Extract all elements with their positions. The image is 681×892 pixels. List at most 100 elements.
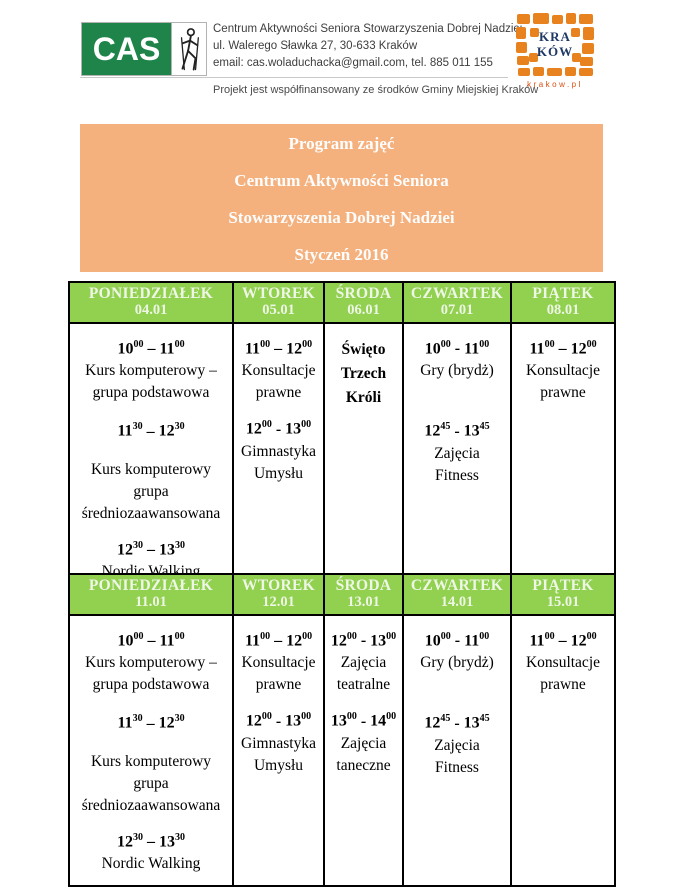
krakow-url-caption: krakow.pl — [527, 80, 583, 89]
schedule-entry: 1245-1345 Zajęcia Fitness — [406, 708, 508, 778]
activity-line: Zajęcia — [340, 734, 387, 752]
table-row: 1000–1100 Kurs komputerowy – grupa podst… — [68, 322, 616, 595]
schedule-table-week2: PONIEDZIAŁEK 11.01 WTOREK 12.01 ŚRODA 13.01… — [68, 573, 616, 887]
activity-line: Kurs komputerowy – — [85, 654, 217, 672]
activity-line: grupa — [133, 482, 169, 500]
schedule-entry: 1000–1100 Kurs komputerowy – grupa podst… — [72, 334, 230, 404]
time-range: 1100–1200 — [244, 339, 313, 358]
schedule-entry: 1100–1200 Konsultacje prawne — [514, 334, 612, 404]
schedule-entry: 1000-1100 Gry (brydż) — [406, 626, 508, 674]
activity-line: Umysłu — [253, 464, 304, 482]
activity-line: grupa podstawowa — [92, 676, 210, 694]
activity-line: Fitness — [435, 758, 479, 776]
title-line: Program zajęć — [288, 134, 395, 153]
activity-line: grupa podstawowa — [92, 384, 210, 402]
time-range: 1000-1100 — [424, 631, 490, 650]
activity-line: prawne — [540, 384, 586, 402]
time-range: 1000-1100 — [424, 339, 490, 358]
time-range: 1200-1300 — [245, 419, 312, 438]
activity-line: średniozaawansowana — [81, 796, 221, 814]
activity-line: Konsultacje — [241, 362, 316, 380]
time-range: 1000–1100 — [117, 339, 185, 358]
day-header-friday: PIĄTEK 08.01 — [510, 281, 616, 324]
cas-logo-text: CAS — [82, 23, 171, 75]
activity-line: prawne — [255, 384, 302, 402]
activity-line: Konsultacje — [241, 654, 316, 672]
activity-line: teatralne — [336, 676, 391, 694]
time-range: 1130–1230 — [117, 421, 185, 440]
activity-line: Święto — [341, 341, 386, 358]
day-header-thursday: CZWARTEK 14.01 — [402, 573, 512, 616]
activity-line: Konsultacje — [525, 654, 601, 672]
activity-line: Konsultacje — [525, 362, 601, 380]
header-divider — [80, 77, 508, 78]
schedule-cell-wednesday: 1200-1300 Zajęcia teatralne 1300-1400 Za… — [323, 614, 404, 887]
activity-line: Kurs komputerowy — [90, 460, 212, 478]
activity-line: Kurs komputerowy — [90, 752, 212, 770]
activity-line: Zajęcia — [340, 654, 387, 672]
time-range: 1200-1300 — [330, 631, 397, 650]
time-range: 1100–1200 — [529, 339, 597, 358]
time-range: 1245-1345 — [424, 421, 490, 440]
activity-line: Trzech — [340, 365, 387, 382]
time-range: 1230–1330 — [117, 831, 185, 850]
activity-line: prawne — [255, 676, 302, 694]
schedule-cell-thursday: 1000-1100 Gry (brydż) 1245-1345 Zajęcia … — [402, 614, 512, 887]
time-range: 1100–1200 — [529, 631, 597, 650]
day-header-friday: PIĄTEK 15.01 — [510, 573, 616, 616]
day-header-monday: PONIEDZIAŁEK 04.01 — [68, 281, 234, 324]
org-contact: email: cas.woladuchacka@gmail.com, tel. … — [213, 57, 493, 69]
krakow-logo-text: KRA KÓW — [536, 29, 574, 59]
table-row: 1000–1100 Kurs komputerowy – grupa podst… — [68, 614, 616, 887]
schedule-entry: 1130–1230 Kurs komputerowy grupa średnio… — [72, 708, 230, 816]
org-address: ul. Walerego Sławka 27, 30-633 Kraków — [213, 40, 418, 52]
time-range: 1245-1345 — [424, 713, 490, 732]
schedule-cell-monday: 1000–1100 Kurs komputerowy – grupa podst… — [68, 322, 234, 595]
activity-line: Gry (brydż) — [420, 362, 494, 380]
time-range: 1130–1230 — [117, 713, 185, 732]
title-line: Centrum Aktywności Seniora — [234, 171, 449, 190]
krakow-mosaic-icon: KRA KÓW — [515, 13, 595, 77]
title-line: Stowarzyszenia Dobrej Nadziei — [228, 208, 455, 227]
activity-line: Kurs komputerowy – — [85, 362, 217, 380]
schedule-entry: 1100–1200 Konsultacje prawne — [236, 334, 321, 404]
schedule-entry: 1200-1300 Gimnastyka Umysłu — [236, 706, 321, 776]
activity-line: Gimnastyka — [241, 442, 316, 460]
cas-logo: CAS — [81, 22, 207, 76]
day-header-wednesday: ŚRODA 06.01 — [323, 281, 404, 324]
schedule-entry: 1000–1100 Kurs komputerowy – grupa podst… — [72, 626, 230, 696]
activity-line: grupa — [133, 774, 169, 792]
schedule-cell-wednesday: Święto Trzech Króli — [323, 322, 404, 595]
org-name: Centrum Aktywności Seniora Stowarzyszeni… — [213, 23, 523, 35]
time-range: 1100–1200 — [244, 631, 313, 650]
schedule-entry: 1230–1330 Nordic Walking — [72, 827, 230, 875]
schedule-entry: 1245-1345 Zajęcia Fitness — [406, 416, 508, 486]
funding-note: Projekt jest współfinansowany ze środków… — [213, 84, 539, 96]
time-range: 1000–1100 — [117, 631, 185, 650]
schedule-entry: 1300-1400 Zajęcia taneczne — [327, 706, 400, 776]
day-header-wednesday: ŚRODA 13.01 — [323, 573, 404, 616]
schedule-entry: 1200-1300 Gimnastyka Umysłu — [236, 414, 321, 484]
time-range: 1230–1330 — [117, 539, 185, 558]
schedule-entry: 1130–1230 Kurs komputerowy grupa średnio… — [72, 416, 230, 524]
activity-line: Fitness — [435, 466, 479, 484]
activity-line: Zajęcia — [434, 444, 480, 462]
schedule-entry: 1000-1100 Gry (brydż) — [406, 334, 508, 382]
day-header-monday: PONIEDZIAŁEK 11.01 — [68, 573, 234, 616]
activity-line: Króli — [345, 389, 382, 406]
time-range: 1200-1300 — [245, 711, 312, 730]
activity-line: prawne — [540, 676, 586, 694]
krakow-logo: KRA KÓW krakow.pl — [513, 13, 597, 89]
holiday-entry: Święto Trzech Króli — [327, 338, 400, 410]
title-banner: Program zajęć Centrum Aktywności Seniora… — [80, 124, 603, 272]
activity-line: Gry (brydż) — [420, 654, 494, 672]
schedule-cell-friday: 1100–1200 Konsultacje prawne — [510, 322, 616, 595]
schedule-cell-tuesday: 1100–1200 Konsultacje prawne 1200-1300 G… — [232, 322, 325, 595]
schedule-cell-tuesday: 1100–1200 Konsultacje prawne 1200-1300 G… — [232, 614, 325, 887]
day-header-tuesday: WTOREK 05.01 — [232, 281, 325, 324]
schedule-entry: 1200-1300 Zajęcia teatralne — [327, 626, 400, 696]
activity-line: taneczne — [336, 756, 391, 774]
title-line: Styczeń 2016 — [294, 245, 389, 264]
day-header-thursday: CZWARTEK 07.01 — [402, 281, 512, 324]
day-header-tuesday: WTOREK 12.01 — [232, 573, 325, 616]
